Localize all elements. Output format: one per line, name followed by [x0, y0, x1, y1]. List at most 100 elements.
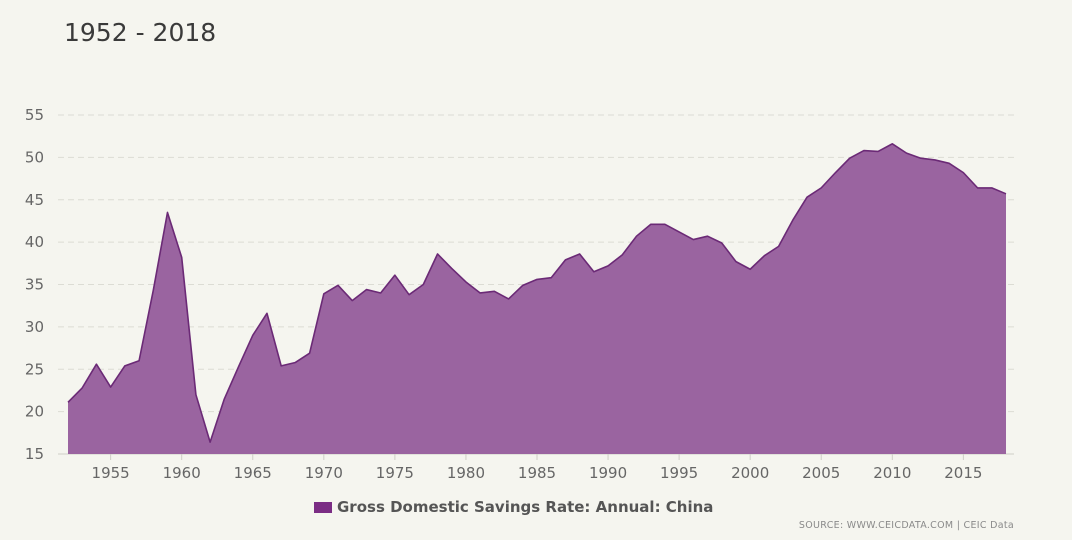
data-point-1983[interactable]	[506, 296, 512, 302]
data-point-1965[interactable]	[250, 332, 256, 338]
data-point-1990[interactable]	[605, 263, 611, 269]
series-line-0	[67, 143, 1007, 443]
y-tick-label: 35	[25, 276, 44, 294]
x-tick-label: 1965	[234, 464, 272, 482]
y-tick-label: 45	[25, 191, 44, 209]
data-point-1961[interactable]	[193, 392, 199, 398]
y-tick-label: 20	[25, 403, 44, 421]
x-tick-label: 1995	[660, 464, 698, 482]
data-point-1984[interactable]	[520, 282, 526, 288]
data-point-1969[interactable]	[307, 350, 313, 356]
data-point-1977[interactable]	[420, 282, 426, 288]
data-point-1978[interactable]	[435, 251, 441, 257]
data-point-2011[interactable]	[904, 150, 910, 156]
y-tick-label: 25	[25, 360, 44, 378]
x-tick-label: 1990	[589, 464, 627, 482]
data-point-2005[interactable]	[818, 185, 824, 191]
data-point-1972[interactable]	[349, 298, 355, 304]
data-point-2014[interactable]	[946, 160, 952, 166]
area-fill-series-0	[68, 143, 1006, 454]
legend-label: Gross Domestic Savings Rate: Annual: Chi…	[337, 498, 714, 516]
data-point-1986[interactable]	[548, 275, 554, 281]
data-point-2010[interactable]	[889, 141, 895, 147]
data-point-1992[interactable]	[633, 233, 639, 239]
data-point-1980[interactable]	[463, 279, 469, 285]
data-point-1982[interactable]	[491, 288, 497, 294]
data-point-1957[interactable]	[136, 358, 142, 364]
x-tick-label: 1955	[92, 464, 130, 482]
x-tick-label: 2010	[873, 464, 911, 482]
data-point-2013[interactable]	[932, 157, 938, 163]
x-tick-label: 2005	[802, 464, 840, 482]
data-point-1958[interactable]	[150, 287, 156, 293]
legend[interactable]: Gross Domestic Savings Rate: Annual: Chi…	[314, 498, 713, 516]
data-point-1994[interactable]	[662, 221, 668, 227]
chart-title: 1952 - 2018	[64, 18, 217, 47]
data-point-1998[interactable]	[719, 240, 725, 246]
y-tick-label: 50	[25, 148, 44, 166]
data-point-1988[interactable]	[577, 251, 583, 257]
data-point-1996[interactable]	[690, 237, 696, 243]
data-point-2015[interactable]	[960, 170, 966, 176]
source-credit: SOURCE: WWW.CEICDATA.COM | CEIC Data	[798, 520, 1014, 531]
data-point-2004[interactable]	[804, 194, 810, 200]
data-point-1953[interactable]	[79, 385, 85, 391]
data-point-1956[interactable]	[122, 363, 128, 369]
data-point-1985[interactable]	[534, 276, 540, 282]
data-point-1976[interactable]	[406, 292, 412, 298]
data-point-1970[interactable]	[321, 291, 327, 297]
data-point-1960[interactable]	[179, 254, 185, 260]
data-point-1954[interactable]	[93, 361, 99, 367]
data-point-1964[interactable]	[236, 364, 242, 370]
data-point-1995[interactable]	[676, 229, 682, 235]
data-point-1975[interactable]	[392, 272, 398, 278]
data-point-1987[interactable]	[562, 257, 568, 263]
data-point-2012[interactable]	[918, 155, 924, 161]
data-point-2001[interactable]	[761, 253, 767, 259]
data-point-1968[interactable]	[292, 359, 298, 365]
data-point-1952[interactable]	[65, 399, 71, 405]
x-tick-label: 1980	[447, 464, 485, 482]
data-point-1979[interactable]	[449, 265, 455, 271]
data-point-1999[interactable]	[733, 259, 739, 265]
data-point-1974[interactable]	[378, 290, 384, 296]
y-tick-label: 55	[25, 106, 44, 124]
data-point-2009[interactable]	[875, 148, 881, 154]
data-point-2002[interactable]	[776, 243, 782, 249]
data-point-1971[interactable]	[335, 282, 341, 288]
legend-swatch	[314, 501, 332, 513]
x-axis-ticks: 1955 1960 1965 1970 1975 1980 1985 1990 1995 2000…	[92, 454, 982, 482]
data-point-1959[interactable]	[164, 209, 170, 215]
data-point-2018[interactable]	[1003, 191, 1009, 197]
data-point-2006[interactable]	[832, 170, 838, 176]
data-point-1967[interactable]	[278, 363, 284, 369]
x-tick-label: 1960	[163, 464, 201, 482]
data-point-2008[interactable]	[861, 148, 867, 154]
y-axis-ticks: 15 20 25 30 35 40 45 50 55	[25, 106, 44, 463]
data-point-2017[interactable]	[989, 185, 995, 191]
data-point-1981[interactable]	[477, 290, 483, 296]
data-point-1991[interactable]	[619, 252, 625, 258]
x-tick-label: 1970	[305, 464, 343, 482]
data-point-1993[interactable]	[648, 221, 654, 227]
data-point-2007[interactable]	[847, 155, 853, 161]
data-point-1973[interactable]	[363, 287, 369, 293]
x-tick-label: 2000	[731, 464, 769, 482]
data-point-1997[interactable]	[705, 233, 711, 239]
data-point-1963[interactable]	[221, 396, 227, 402]
data-point-1955[interactable]	[108, 384, 114, 390]
data-point-2016[interactable]	[975, 185, 981, 191]
data-point-1989[interactable]	[591, 269, 597, 275]
x-tick-label: 1975	[376, 464, 414, 482]
y-tick-label: 40	[25, 233, 44, 251]
y-tick-label: 15	[25, 445, 44, 463]
series-area	[65, 141, 1009, 454]
data-point-1966[interactable]	[264, 310, 270, 316]
data-point-2003[interactable]	[790, 217, 796, 223]
data-point-2000[interactable]	[747, 266, 753, 272]
x-tick-label: 1985	[518, 464, 556, 482]
data-point-1962[interactable]	[207, 439, 213, 445]
y-tick-label: 30	[25, 318, 44, 336]
x-tick-label: 2015	[944, 464, 982, 482]
